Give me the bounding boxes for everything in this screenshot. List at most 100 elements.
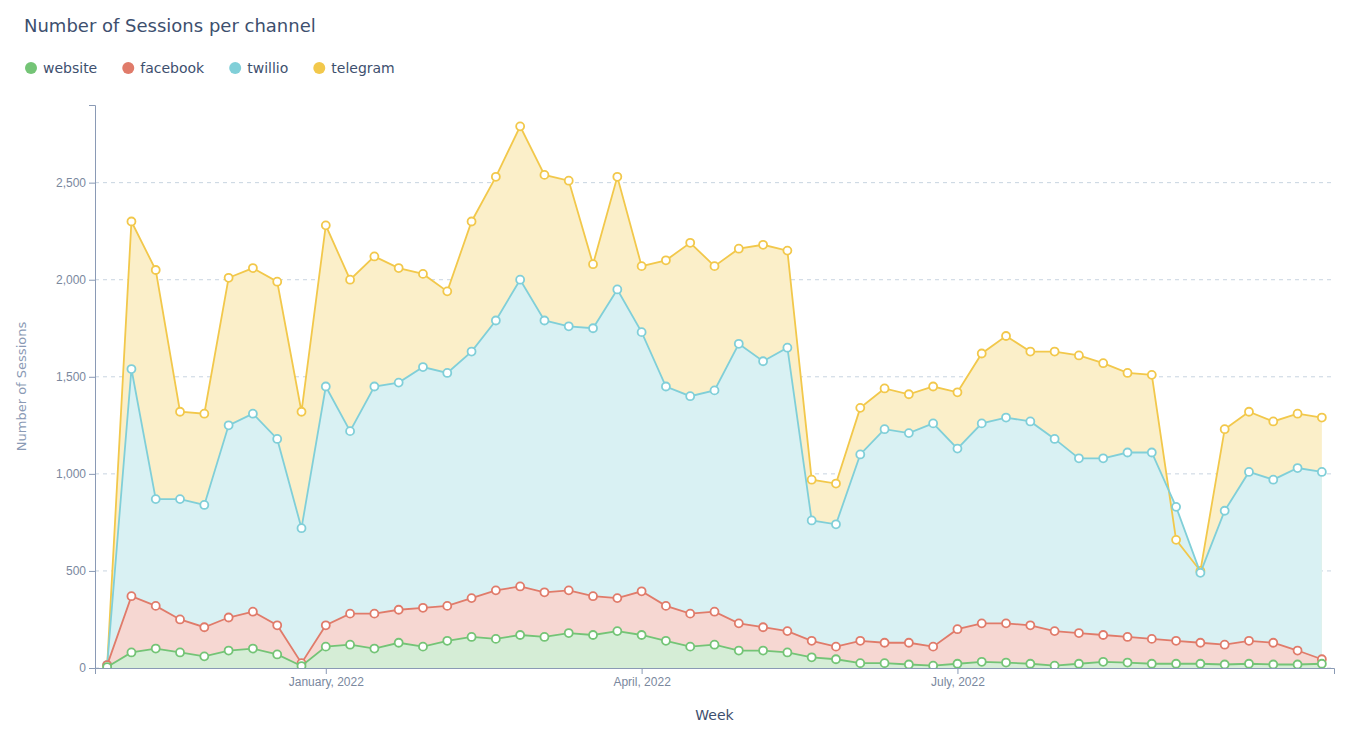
marker [565, 629, 573, 637]
marker [1051, 627, 1059, 635]
line [107, 631, 1322, 667]
marker [881, 659, 889, 667]
marker [735, 245, 743, 253]
marker [1196, 660, 1204, 668]
y-tick-mark [89, 183, 95, 184]
marker [1269, 661, 1277, 668]
marker [419, 363, 427, 371]
x-tick: July, 2022 [931, 668, 985, 689]
marker [322, 643, 330, 651]
marker [225, 274, 233, 282]
marker [1318, 414, 1326, 422]
marker [395, 639, 403, 647]
marker [638, 587, 646, 595]
legend-item: facebook [122, 60, 205, 76]
y-tick: 1,000 [56, 467, 95, 481]
marker [1172, 536, 1180, 544]
marker [103, 663, 111, 668]
marker [1148, 660, 1156, 668]
y-tick: 2,000 [56, 273, 95, 287]
marker [832, 643, 840, 651]
marker [783, 247, 791, 255]
plot-area [103, 122, 1326, 668]
marker [1002, 332, 1010, 340]
marker [322, 221, 330, 229]
marker [1221, 425, 1229, 433]
marker [1148, 449, 1156, 457]
x-tick: January, 2022 [289, 668, 364, 689]
marker [1075, 351, 1083, 359]
marker [783, 648, 791, 656]
marker [808, 516, 816, 524]
marker [1318, 468, 1326, 476]
legend-label: website [43, 60, 97, 76]
legend-label: telegram [331, 60, 394, 76]
marker [1221, 641, 1229, 649]
marker [662, 256, 670, 264]
marker [1099, 658, 1107, 666]
marker [395, 606, 403, 614]
marker [443, 637, 451, 645]
y-tick-label: 1,000 [56, 467, 86, 481]
legend-item: telegram [313, 60, 394, 76]
marker [662, 602, 670, 610]
marker [953, 445, 961, 453]
x-tick-label: January, 2022 [289, 675, 364, 689]
marker [832, 480, 840, 488]
marker [492, 635, 500, 643]
marker [395, 379, 403, 387]
marker [516, 276, 524, 284]
marker [978, 349, 986, 357]
marker [1124, 449, 1132, 457]
marker [1075, 660, 1083, 668]
marker [759, 623, 767, 631]
marker [1294, 661, 1302, 668]
marker [905, 661, 913, 668]
marker [953, 660, 961, 668]
marker [152, 645, 160, 653]
y-tick-label: 1,500 [56, 370, 86, 384]
x-axis-line [96, 669, 1335, 675]
area [107, 126, 1322, 668]
marker [929, 662, 937, 668]
marker [1245, 408, 1253, 416]
marker [735, 619, 743, 627]
line [107, 280, 1322, 665]
marker [200, 501, 208, 509]
marker [273, 435, 281, 443]
marker [322, 383, 330, 391]
marker [1172, 660, 1180, 668]
marker [443, 287, 451, 295]
legend-swatch [229, 62, 241, 74]
marker [1294, 647, 1302, 655]
marker [565, 586, 573, 594]
marker [249, 264, 257, 272]
marker [1002, 659, 1010, 667]
marker [929, 383, 937, 391]
marker [468, 633, 476, 641]
marker [881, 384, 889, 392]
marker [249, 608, 257, 616]
marker [1124, 633, 1132, 641]
marker [686, 643, 694, 651]
legend-swatch [313, 62, 325, 74]
marker [346, 641, 354, 649]
marker [1075, 629, 1083, 637]
marker [1148, 635, 1156, 643]
marker [662, 383, 670, 391]
marker [686, 239, 694, 247]
marker [613, 285, 621, 293]
x-tick-mark [326, 668, 327, 674]
marker [273, 278, 281, 286]
marker [468, 217, 476, 225]
marker [1002, 619, 1010, 627]
marker [492, 173, 500, 181]
marker [783, 627, 791, 635]
y-tick-mark [89, 571, 95, 572]
marker [176, 648, 184, 656]
series [103, 122, 1326, 668]
marker [249, 410, 257, 418]
marker [516, 582, 524, 590]
y-tick-mark [89, 280, 95, 281]
marker [1245, 637, 1253, 645]
